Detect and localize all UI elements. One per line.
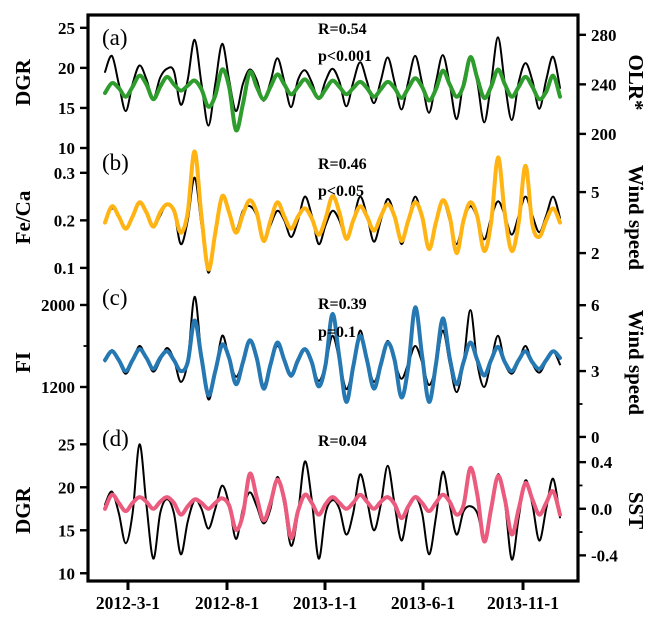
series-b-colored	[103, 149, 562, 272]
left-axis-title-d: DGR	[11, 486, 35, 534]
right-tick-label: 3	[591, 362, 600, 381]
panel-letter-d: (d)	[102, 426, 129, 451]
x-tick-label: 2013-6-1	[391, 593, 455, 613]
annotation-p-a: p<0.001	[318, 48, 372, 65]
series-c-colored	[103, 305, 562, 404]
x-tick-label: 2012-8-1	[195, 593, 259, 613]
left-tick-label: 10	[58, 139, 75, 158]
annotation-p-c: p=0.1	[318, 324, 356, 341]
series-a-black	[104, 36, 561, 127]
right-tick-label: 0	[591, 428, 600, 447]
left-axis-title-a: DGR	[11, 58, 35, 106]
left-tick-label: 20	[58, 478, 75, 497]
left-tick-label: 25	[58, 19, 75, 38]
left-tick-label: 25	[58, 435, 75, 454]
left-tick-label: 20	[58, 59, 75, 78]
right-tick-label: 0.0	[591, 500, 612, 519]
left-tick-label: 15	[58, 99, 75, 118]
left-tick-label: 0.3	[54, 164, 75, 183]
annotation-r-b: R=0.46	[318, 156, 367, 173]
series-d-colored	[103, 465, 562, 544]
x-tick-label: 2013-1-1	[293, 593, 357, 613]
right-axis-title-a: OLR*	[624, 54, 648, 110]
right-tick-label: -0.4	[591, 546, 618, 565]
right-axis-title-c: Wind speed	[624, 310, 648, 416]
right-tick-label: 6	[591, 296, 600, 315]
right-tick-label: 240	[591, 75, 617, 94]
left-tick-label: 2000	[41, 296, 75, 315]
left-axis-title-b: Fe/Ca	[11, 190, 35, 244]
right-axis-title-b: Wind speed	[624, 165, 648, 271]
series-b-black	[104, 176, 561, 274]
annotation-r-c: R=0.39	[318, 296, 367, 313]
panel-c	[103, 295, 562, 404]
panel-a	[103, 36, 562, 133]
plot-border	[86, 13, 580, 583]
panel-d	[103, 443, 562, 561]
right-tick-label: 2	[591, 244, 600, 263]
right-tick-label: 0.4	[591, 453, 613, 472]
series-a-colored	[103, 55, 562, 133]
panel-letter-b: (b)	[102, 150, 129, 175]
panel-letter-a: (a)	[102, 25, 128, 50]
annotation-r-d: R=0.04	[318, 433, 367, 450]
right-tick-label: 5	[591, 183, 600, 202]
right-tick-label: 280	[591, 26, 617, 45]
annotation-r-a: R=0.54	[318, 21, 367, 38]
left-tick-label: 0.1	[54, 259, 75, 278]
x-tick-label: 2012-3-1	[96, 593, 160, 613]
annotation-p-b: p<0.05	[318, 183, 364, 200]
panel-letter-c: (c)	[102, 285, 128, 310]
left-tick-label: 15	[58, 521, 75, 540]
left-tick-label: 10	[58, 564, 75, 583]
right-tick-label: 200	[591, 125, 617, 144]
series-c-black	[104, 295, 561, 401]
right-axis-title-d: SST	[624, 492, 648, 529]
left-axis-title-c: FI	[11, 352, 35, 373]
left-tick-label: 1200	[41, 378, 75, 397]
panel-b	[103, 149, 562, 274]
left-tick-label: 0.2	[54, 211, 75, 230]
x-tick-label: 2013-11-1	[487, 593, 559, 613]
